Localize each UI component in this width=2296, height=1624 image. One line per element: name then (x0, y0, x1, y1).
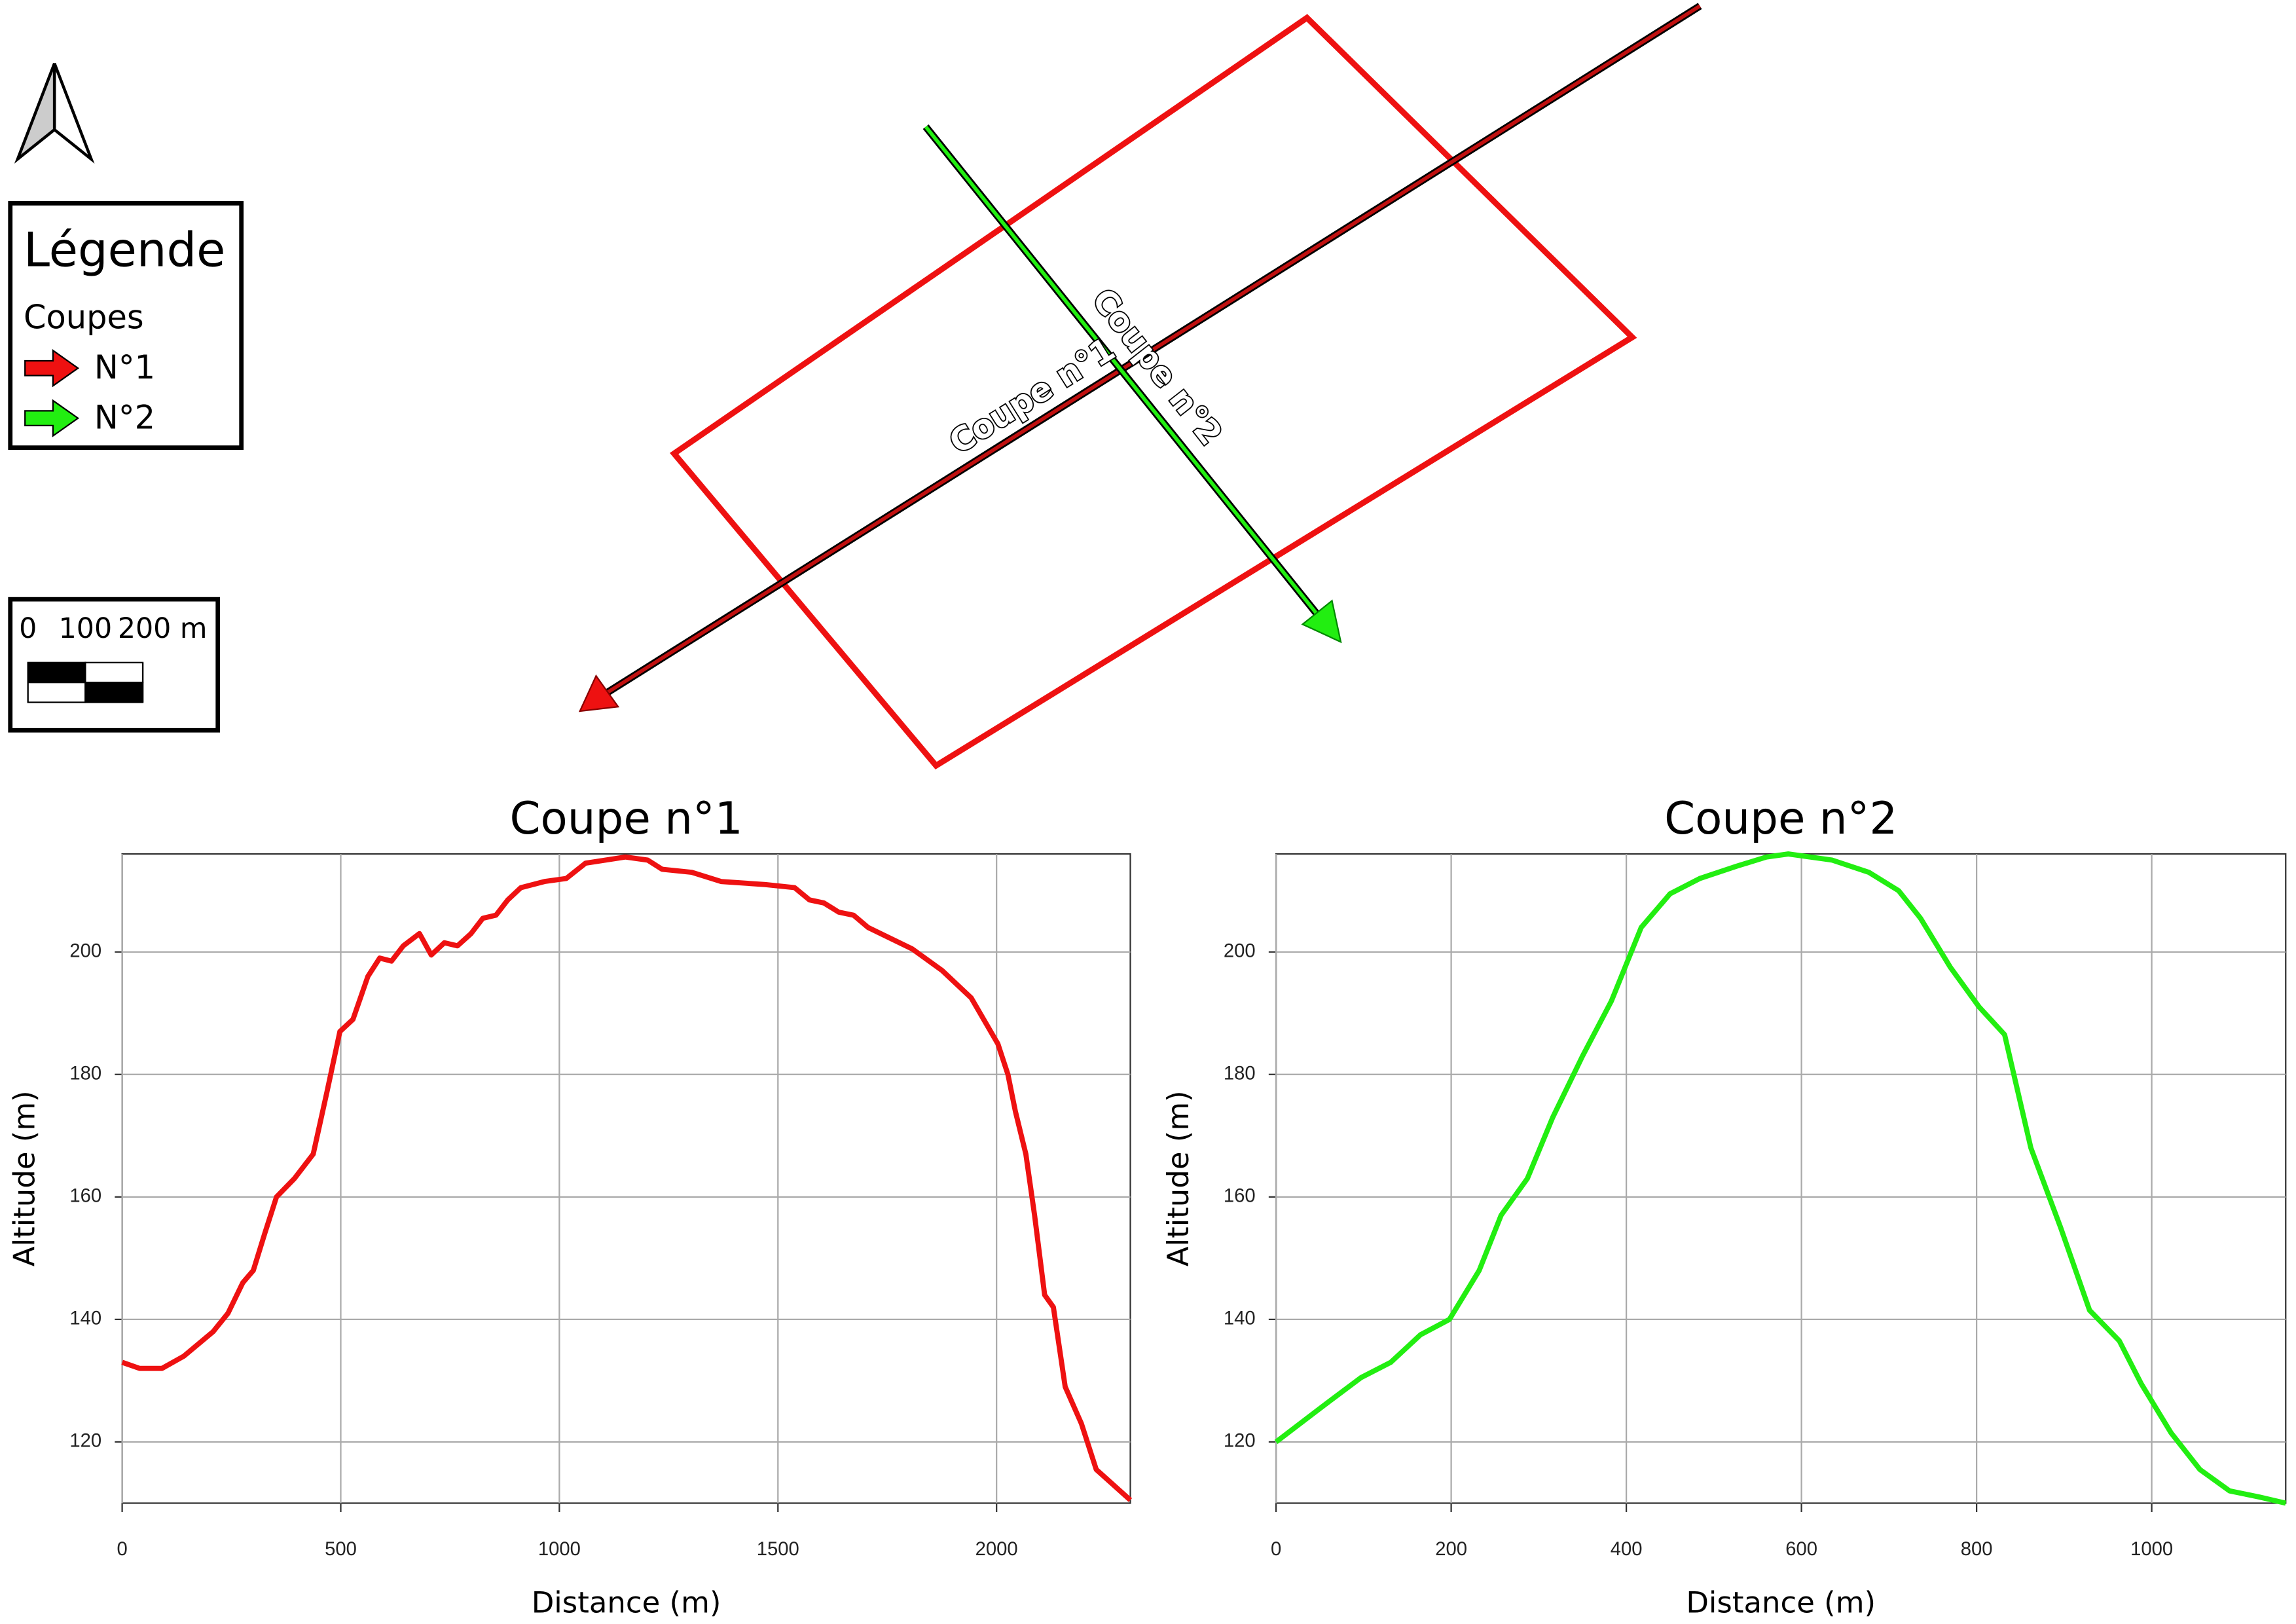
section-label: Coupe n°1 (943, 330, 1121, 462)
x-tick-label: 0 (117, 1539, 127, 1560)
study-area (669, 14, 1637, 770)
y-axis-label: Altitude (m) (1161, 1090, 1195, 1266)
x-tick-label: 2000 (975, 1539, 1018, 1560)
profile-chart: Coupe n°2 Distance (m) Altitude (m) 120 140 1… (1161, 792, 2287, 1620)
chart-title: Coupe n°2 (1664, 792, 1897, 844)
legend-item: N°2 (94, 398, 155, 436)
scale-label: 100 (59, 612, 113, 645)
chart-title: Coupe n°1 (509, 792, 742, 844)
y-tick-label: 140 (69, 1308, 101, 1329)
y-tick-label: 140 (1224, 1308, 1256, 1329)
legend-group: Coupes (24, 299, 144, 337)
scale-label: 0 (19, 612, 37, 645)
y-tick-label: 200 (1224, 940, 1256, 961)
section-arrow-2 (1301, 599, 1342, 644)
profile-line (121, 854, 1133, 1502)
y-tick-label: 200 (69, 940, 101, 961)
x-tick-label: 800 (1961, 1539, 1993, 1560)
profiles: Coupe n°1 Distance (m) Altitude (m) 120 140 1… (7, 792, 2287, 1620)
plot-area (121, 853, 1131, 1504)
scale-segment (27, 661, 86, 684)
x-tick-label: 0 (1271, 1539, 1281, 1560)
y-tick-label: 180 (69, 1063, 101, 1084)
legend-arrow (24, 399, 80, 437)
scale-segment (84, 682, 144, 703)
x-axis-label: Distance (m) (1686, 1585, 1876, 1620)
north-arrow (14, 63, 95, 164)
legend-title: Légende (24, 222, 225, 277)
section-line-2 (924, 125, 1323, 621)
x-tick-label: 400 (1611, 1539, 1643, 1560)
legend-item: N°1 (94, 348, 155, 386)
plot-area (1275, 853, 2287, 1504)
x-tick-label: 500 (325, 1539, 357, 1560)
scale-segment (84, 661, 144, 684)
scale-segment (27, 682, 86, 703)
x-tick-label: 200 (1435, 1539, 1467, 1560)
profile-line (1274, 851, 2287, 1506)
x-tick-label: 1500 (757, 1539, 799, 1560)
legend-arrow (24, 349, 80, 388)
section-arrow-1 (578, 674, 620, 712)
scale-label: 200 m (118, 612, 208, 645)
y-axis-label: Altitude (m) (7, 1090, 41, 1266)
y-tick-label: 160 (69, 1186, 101, 1207)
section-line-1 (602, 4, 1702, 697)
y-tick-label: 120 (69, 1431, 101, 1452)
y-tick-label: 120 (1224, 1431, 1256, 1452)
x-tick-label: 1000 (2130, 1539, 2173, 1560)
x-tick-label: 1000 (538, 1539, 581, 1560)
y-tick-label: 180 (1224, 1063, 1256, 1084)
y-tick-label: 160 (1224, 1186, 1256, 1207)
legend-box (8, 201, 244, 450)
x-axis-label: Distance (m) (532, 1585, 721, 1620)
scale-bar: 0 100 200 m (19, 612, 208, 703)
x-tick-label: 600 (1785, 1539, 1817, 1560)
profile-chart: Coupe n°1 Distance (m) Altitude (m) 120 140 1… (7, 792, 1133, 1620)
